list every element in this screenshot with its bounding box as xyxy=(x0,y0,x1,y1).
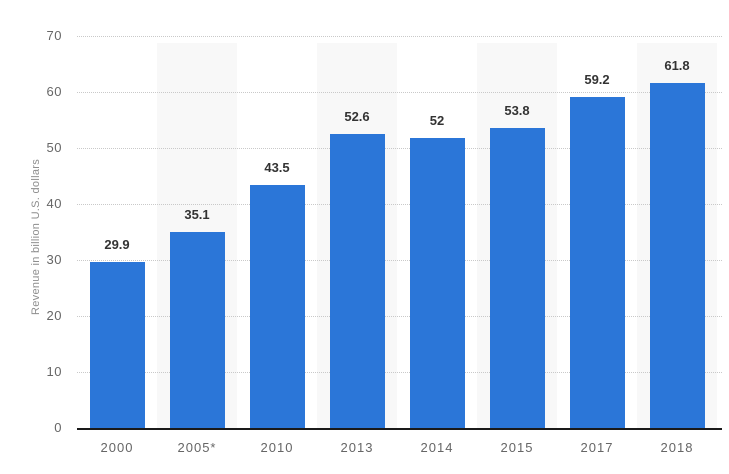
gridline xyxy=(77,148,722,149)
y-tick-label: 60 xyxy=(46,84,62,99)
x-tick-label: 2018 xyxy=(660,440,694,455)
y-tick-label: 20 xyxy=(46,308,62,323)
bar-2013[interactable] xyxy=(329,134,385,429)
gridline xyxy=(77,92,722,93)
bar-2005*[interactable] xyxy=(169,232,225,429)
y-tick-label: 70 xyxy=(46,28,62,43)
bar-2015[interactable] xyxy=(489,128,545,429)
x-tick-label: 2000 xyxy=(100,440,134,455)
bar-value-label: 43.5 xyxy=(264,160,290,175)
gridline xyxy=(77,36,722,37)
x-tick-label: 2015 xyxy=(500,440,534,455)
bar-value-label: 35.1 xyxy=(184,207,210,222)
bar-value-label: 52 xyxy=(429,113,445,128)
gridline xyxy=(77,372,722,373)
y-tick-label: 50 xyxy=(46,140,62,155)
x-tick-label: 2010 xyxy=(260,440,294,455)
x-axis-line xyxy=(77,428,722,430)
x-tick-label: 2014 xyxy=(420,440,454,455)
gridline xyxy=(77,260,722,261)
gridline xyxy=(77,204,722,205)
x-tick-label: 2013 xyxy=(340,440,374,455)
x-tick-label: 2005* xyxy=(177,440,217,455)
y-axis-title: Revenue in billion U.S. dollars xyxy=(30,158,42,316)
bar-value-label: 52.6 xyxy=(344,109,370,124)
y-tick-label: 0 xyxy=(54,420,62,435)
y-tick-label: 40 xyxy=(46,196,62,211)
bar-value-label: 61.8 xyxy=(664,58,690,73)
bar-value-label: 59.2 xyxy=(584,72,610,87)
bar-2017[interactable] xyxy=(569,97,625,429)
gridline xyxy=(77,316,722,317)
bar-value-label: 29.9 xyxy=(104,237,130,252)
bar-2014[interactable] xyxy=(409,138,465,429)
bar-value-label: 53.8 xyxy=(504,103,530,118)
bar-2018[interactable] xyxy=(649,83,705,429)
y-tick-label: 30 xyxy=(46,252,62,267)
y-tick-label: 10 xyxy=(46,364,62,379)
bar-2010[interactable] xyxy=(249,185,305,429)
x-tick-label: 2017 xyxy=(580,440,614,455)
bar-2000[interactable] xyxy=(89,262,145,429)
